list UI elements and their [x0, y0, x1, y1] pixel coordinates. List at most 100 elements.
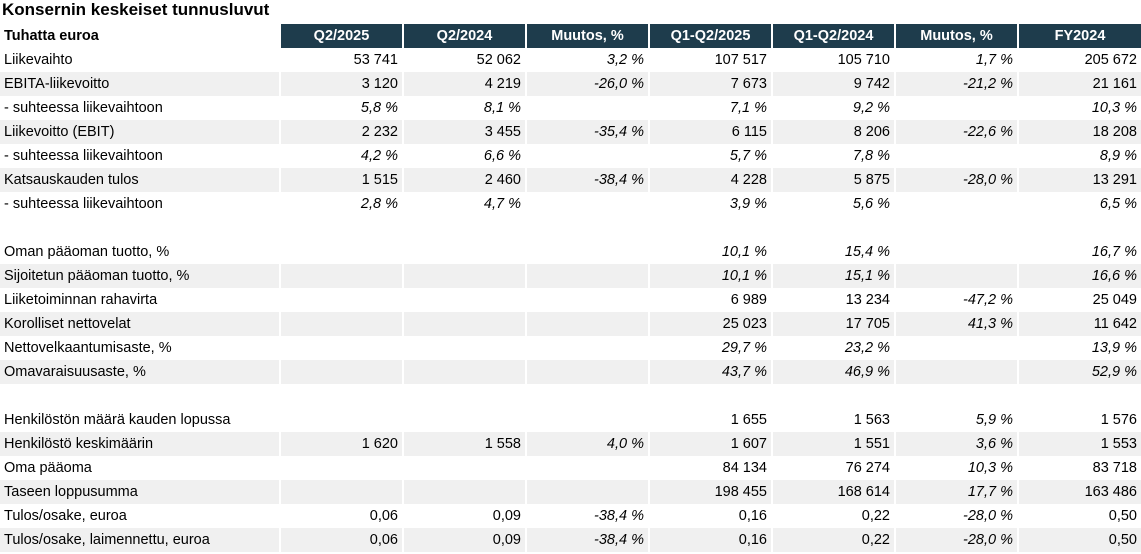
value-cell: [894, 360, 1018, 384]
value-cell: 9 742: [771, 72, 895, 96]
value-cell: 15,4 %: [771, 240, 895, 264]
value-cell: 46,9 %: [771, 360, 895, 384]
value-cell: 10,1 %: [648, 264, 772, 288]
value-cell: 1 551: [771, 432, 895, 456]
value-cell: [525, 480, 649, 504]
value-cell: 25 023: [648, 312, 772, 336]
value-cell: 1 563: [771, 408, 895, 432]
value-cell: [894, 336, 1018, 360]
table-body: Liikevaihto 53 741 52 062 3,2 % 107 517 105 7…: [0, 48, 1141, 552]
value-cell: 0,09: [402, 504, 526, 528]
value-cell: 0,22: [771, 528, 895, 552]
value-cell: 107 517: [648, 48, 772, 72]
value-cell: 3,2 %: [525, 48, 649, 72]
value-cell: [279, 264, 403, 288]
table-row: Korolliset nettovelat 25 023 17 705 41,3 % 1…: [0, 312, 1141, 336]
row-label: Henkilöstö keskimäärin: [0, 432, 280, 456]
value-cell: [402, 312, 526, 336]
value-cell: [525, 144, 649, 168]
value-cell: 52 062: [402, 48, 526, 72]
value-cell: -28,0 %: [894, 504, 1018, 528]
row-label: Tulos/osake, euroa: [4, 508, 127, 524]
value-cell: [402, 264, 526, 288]
row-label: Korolliset nettovelat: [0, 312, 280, 336]
value-cell: 25 049: [1017, 288, 1141, 312]
header-row: Tuhatta euroa Q2/2025 Q2/2024 Muutos, % …: [0, 24, 1141, 48]
table-row: Oman pääoman tuotto, % 10,1 % 15,4 % 16,7 %: [0, 240, 1141, 264]
value-cell: [279, 312, 403, 336]
row-label: Katsauskauden tulos: [0, 168, 280, 192]
value-cell: [402, 408, 526, 432]
value-cell: 0,50: [1017, 504, 1141, 528]
row-label: Tulos/osake, laimennettu, euroa: [0, 528, 280, 552]
value-cell: 4,7 %: [402, 192, 526, 216]
value-cell: -38,4 %: [525, 504, 649, 528]
spacer-cell: [649, 216, 772, 240]
value-cell: 16,7 %: [1017, 240, 1141, 264]
column-header: Muutos, %: [894, 24, 1018, 48]
table-row: Tulos/osake, euroa 0,06 0,09 -38,4 % 0,16 0,2…: [0, 504, 1141, 528]
value-cell: 5,8 %: [279, 96, 403, 120]
value-cell: [525, 264, 649, 288]
table-row: EBITA-liikevoitto 3 120 4 219 -26,0 % 7 673 9…: [0, 72, 1141, 96]
row-label: EBITA-liikevoitto: [0, 72, 280, 96]
value-cell: 29,7 %: [648, 336, 772, 360]
table-row: - suhteessa liikevaihtoon 4,2 % 6,6 % 5,7 %…: [0, 144, 1141, 168]
value-cell: 2,8 %: [279, 192, 403, 216]
value-cell: [279, 240, 403, 264]
value-cell: [525, 408, 649, 432]
value-cell: 6,5 %: [1017, 192, 1141, 216]
row-label: Liikevoitto (EBIT): [0, 120, 280, 144]
value-cell: 8,9 %: [1017, 144, 1141, 168]
value-cell: 2 460: [402, 168, 526, 192]
value-cell: 18 208: [1017, 120, 1141, 144]
value-cell: -35,4 %: [525, 120, 649, 144]
value-cell: 1 607: [648, 432, 772, 456]
value-cell: 1 655: [648, 408, 772, 432]
value-cell: 43,7 %: [648, 360, 772, 384]
value-cell: -38,4 %: [525, 528, 649, 552]
value-cell: 1,7 %: [894, 48, 1018, 72]
value-cell: 2 232: [279, 120, 403, 144]
table-row: Henkilöstö keskimäärin 1 620 1 558 4,0 % 1 6…: [0, 432, 1141, 456]
value-cell: [402, 288, 526, 312]
spacer-cell: [526, 216, 649, 240]
value-cell: 52,9 %: [1017, 360, 1141, 384]
value-cell: 4 228: [648, 168, 772, 192]
value-cell: 7,1 %: [648, 96, 772, 120]
table-row: Sijoitetun pääoman tuotto, % 10,1 % 15,1 %…: [0, 264, 1141, 288]
value-cell: 3,9 %: [648, 192, 772, 216]
value-cell: [525, 312, 649, 336]
value-cell: 0,50: [1017, 528, 1141, 552]
key-figures-table: Tuhatta euroa Q2/2025 Q2/2024 Muutos, % …: [0, 24, 1141, 552]
value-cell: [525, 240, 649, 264]
row-label: Oma pääoma: [4, 460, 92, 476]
column-header: FY2024: [1017, 24, 1141, 48]
row-label: Nettovelkaantumisaste, %: [4, 340, 172, 356]
spacer-cell: [0, 216, 280, 240]
value-cell: [279, 408, 403, 432]
value-cell: -22,6 %: [894, 120, 1018, 144]
spacer-cell: [280, 216, 403, 240]
spacer-row: [0, 384, 1141, 408]
table-row: Liiketoiminnan rahavirta 6 989 13 234 -47,2…: [0, 288, 1141, 312]
value-cell: [402, 336, 526, 360]
value-cell: 7,8 %: [771, 144, 895, 168]
value-cell: [894, 144, 1018, 168]
value-cell: [402, 240, 526, 264]
spacer-cell: [526, 384, 649, 408]
spacer-cell: [1018, 216, 1141, 240]
spacer-cell: [280, 384, 403, 408]
value-cell: [894, 192, 1018, 216]
value-cell: [894, 240, 1018, 264]
value-cell: 83 718: [1017, 456, 1141, 480]
spacer-cell: [649, 384, 772, 408]
column-header: Q1-Q2/2024: [771, 24, 895, 48]
value-cell: 1 620: [279, 432, 403, 456]
value-cell: 4,2 %: [279, 144, 403, 168]
column-header: Q2/2024: [402, 24, 526, 48]
table-row: Liikevaihto 53 741 52 062 3,2 % 107 517 105 7…: [0, 48, 1141, 72]
value-cell: -47,2 %: [894, 288, 1018, 312]
row-label: Omavaraisuusaste, %: [0, 360, 280, 384]
value-cell: [525, 456, 649, 480]
